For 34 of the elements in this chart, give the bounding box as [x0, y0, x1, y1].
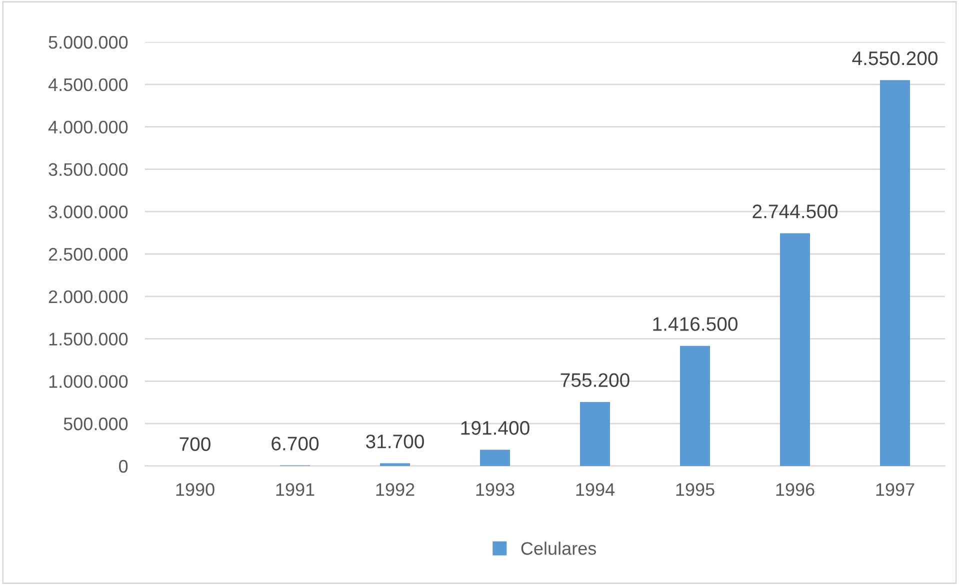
y-tick-label: 4.500.000 — [48, 78, 128, 92]
x-tick-label: 1994 — [576, 483, 615, 496]
x-tick-label: 1991 — [276, 483, 314, 496]
data-label: 6.700 — [272, 436, 319, 450]
bar — [480, 450, 510, 466]
y-tick-label: 4.000.000 — [48, 120, 128, 134]
legend-label: Celulares — [521, 542, 596, 555]
x-tick-label: 1995 — [676, 483, 714, 496]
y-tick-label: 500.000 — [64, 418, 128, 430]
data-label: 4.550.200 — [852, 51, 938, 66]
data-label: 31.700 — [366, 434, 424, 448]
y-tick-label: 3.000.000 — [48, 206, 128, 218]
y-tick-label: 3.500.000 — [48, 163, 128, 176]
bar — [380, 463, 410, 466]
data-label: 700 — [180, 437, 210, 451]
x-tick-label: 1992 — [376, 483, 414, 496]
data-label: 1.416.500 — [653, 317, 738, 331]
data-label: 755.200 — [560, 373, 630, 388]
y-tick-label: 5.000.000 — [48, 36, 128, 49]
data-label: 191.400 — [461, 421, 530, 435]
bar — [880, 80, 910, 466]
y-tick-label: 2.000.000 — [48, 290, 128, 304]
bar — [680, 346, 710, 466]
y-tick-label: 1.500.000 — [49, 332, 128, 346]
x-tick-label: 1996 — [776, 483, 814, 496]
data-label: 2.744.500 — [752, 204, 838, 218]
bar — [780, 233, 810, 466]
x-tick-label: 1990 — [176, 483, 214, 496]
y-tick-label: 2.500.000 — [48, 248, 128, 261]
x-tick-label: 1993 — [476, 483, 514, 496]
y-tick-label: 0 — [119, 460, 128, 473]
x-tick-label: 1997 — [876, 483, 914, 496]
bar — [580, 402, 610, 466]
y-tick-label: 1.000.000 — [49, 375, 128, 388]
